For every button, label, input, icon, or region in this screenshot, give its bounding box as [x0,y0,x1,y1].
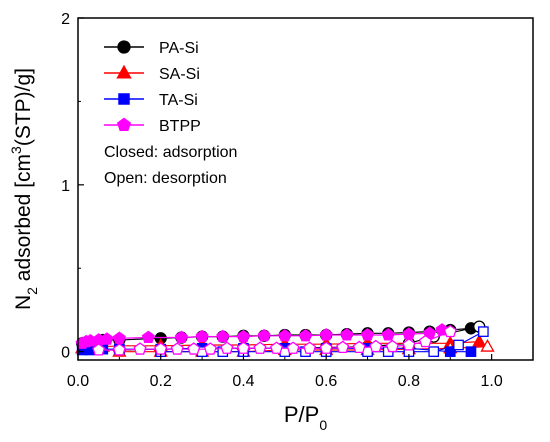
btpp-adsorption-point [278,328,292,342]
btpp-adsorption-point [141,330,155,344]
legend-label-btpp: BTPP [159,118,201,135]
sa-si-adsorption-point [472,333,487,347]
y-axis-label: N2 adsorbed [cm3(STP)/g] [8,68,40,310]
plot-marks [75,320,495,357]
series-btpp [75,323,457,356]
btpp-desorption-point [385,339,399,353]
btpp-adsorption-point [381,328,395,341]
btpp-desorption-point [92,343,106,356]
x-axis-label: P/P0 [284,402,327,433]
sa-si-desorption-point [480,338,495,352]
btpp-desorption-point [187,342,201,355]
x-tick-label: 0.4 [232,373,254,390]
btpp-desorption-point [236,341,250,354]
btpp-desorption-point [443,324,457,338]
ta-si-desorption-point [453,339,464,351]
btpp-desorption-point [286,341,300,354]
ta-si-desorption-point [428,346,440,357]
x-tick-label: 0.6 [315,373,337,390]
btpp-desorption-point [270,341,284,354]
btpp-desorption-point [369,339,383,353]
legend-label-sa-si: SA-Si [159,66,200,83]
x-tick-label: 0.0 [67,373,89,390]
btpp-adsorption-point [216,329,230,343]
legend: PA-Si SA-Si TA-Si BTPP Closed: adsorption Ope… [104,40,237,187]
legend-marker-btpp [116,117,132,131]
y-tick-label: 0 [61,345,70,362]
legend-note: Open: desorption [104,170,227,187]
btpp-desorption-point [418,334,432,348]
btpp-desorption-point [303,341,317,354]
btpp-desorption-point [402,338,416,351]
x-tick-label: 1.0 [481,373,503,390]
legend-marker-ta-si [118,93,130,105]
ta-si-adsorption-point [465,346,477,357]
x-tick-label: 0.2 [150,373,172,390]
y-tick-label: 1 [61,178,70,195]
btpp-adsorption-point [319,328,333,341]
btpp-desorption-point [220,341,234,354]
btpp-desorption-point [336,340,350,354]
y-tick-label: 2 [61,11,70,28]
legend-marker-sa-si [116,64,132,79]
btpp-adsorption-point [361,328,375,341]
x-tick-label: 0.8 [398,373,420,390]
legend-marker-pa-si [117,40,131,54]
legend-note: Closed: adsorption [104,144,237,161]
axes: 0.0 0.2 0.4 0.6 0.8 1.0 0 1 2 [61,11,534,390]
btpp-desorption-point [203,342,217,355]
btpp-desorption-point [253,341,267,354]
btpp-desorption-point [112,343,126,356]
btpp-desorption-point [170,342,184,355]
btpp-desorption-point [133,342,147,355]
btpp-desorption-point [352,340,366,354]
btpp-adsorption-point [340,328,354,341]
legend-label-pa-si: PA-Si [159,40,199,57]
btpp-adsorption-point [298,328,313,342]
btpp-adsorption-point [174,330,188,344]
ta-si-desorption-point [478,326,489,337]
legend-label-ta-si: TA-Si [159,92,198,109]
plot-frame [77,17,534,361]
btpp-adsorption-point [112,331,126,344]
btpp-adsorption-point [195,329,209,343]
btpp-adsorption-point [257,328,271,342]
btpp-desorption-point [319,341,333,354]
btpp-adsorption-point [100,332,114,345]
